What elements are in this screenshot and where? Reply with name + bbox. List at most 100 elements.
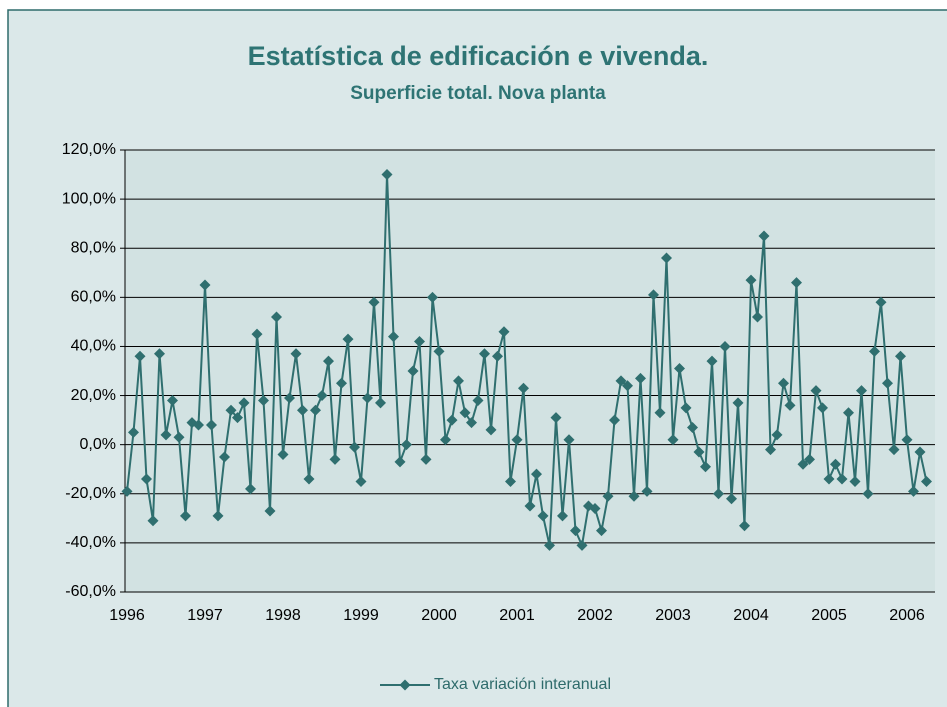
marker [414,336,425,348]
marker [901,434,913,446]
marker [784,399,796,411]
marker [245,483,256,495]
marker [596,525,607,537]
marker [797,458,809,470]
marker [141,473,152,485]
marker [810,385,822,397]
marker [778,377,789,389]
marker [323,355,334,367]
marker [895,350,906,362]
chart-subtitle: Superficie total. Nova planta [350,83,606,104]
marker [433,345,445,357]
marker [407,365,419,377]
marker [271,311,282,323]
marker [771,429,783,441]
marker [706,355,718,367]
x-tick-label: 2003 [655,607,691,624]
x-tick-label: 2000 [421,607,457,624]
marker [212,510,224,522]
marker [862,488,874,500]
marker [375,397,386,409]
marker [882,377,893,389]
marker [791,277,802,289]
marker [869,345,880,357]
marker [336,377,347,389]
marker [648,289,659,301]
marker [147,515,159,527]
marker [440,434,451,446]
marker [472,394,484,406]
marker [739,520,750,532]
marker [693,446,705,458]
x-tick-label: 1996 [109,607,145,624]
y-tick-label: 120,0% [62,141,116,158]
marker [875,296,887,308]
marker [479,348,490,360]
marker [134,350,146,362]
marker [752,311,763,323]
marker [713,488,724,500]
x-tick-label: 2006 [889,607,925,624]
marker [258,394,269,406]
marker [193,419,204,431]
marker [700,461,711,473]
marker [485,424,497,436]
marker [557,510,568,522]
marker [628,490,640,502]
y-tick-label: 80,0% [71,239,116,256]
y-tick-label: 100,0% [62,190,116,207]
marker [830,458,841,470]
marker [758,230,770,242]
marker [355,476,367,487]
marker [121,485,133,497]
chart-title: Estatística de edificación e vivenda. [248,41,709,71]
marker [342,333,354,345]
marker [570,525,581,537]
legend-label: Taxa variación interanual [434,676,611,693]
marker [173,431,185,443]
marker [589,503,601,515]
marker [453,375,464,387]
marker [394,456,406,468]
marker [368,296,380,308]
marker [349,441,360,453]
marker [622,380,633,392]
marker [251,328,263,340]
marker [128,426,139,438]
y-tick-label: 60,0% [71,289,116,306]
marker [550,412,562,424]
marker [225,404,237,416]
marker [615,375,627,387]
x-tick-label: 1998 [265,607,301,624]
marker [381,169,393,181]
marker [537,510,549,522]
marker [921,476,932,487]
marker [518,382,529,394]
y-tick-label: -60,0% [65,583,116,600]
marker [732,397,744,409]
marker [459,407,471,419]
series-line [126,174,928,549]
marker [180,510,191,522]
marker [563,434,575,446]
marker [849,476,861,487]
x-tick-label: 2001 [499,607,535,624]
marker [427,291,438,303]
marker [719,340,731,352]
marker [680,402,692,414]
marker [511,434,523,446]
marker [362,392,373,404]
marker [420,453,432,465]
marker [745,274,757,286]
y-tick-label: 20,0% [71,387,116,404]
marker [277,448,289,460]
marker [290,348,302,360]
marker [232,412,243,424]
marker [765,444,776,456]
marker [466,417,477,429]
marker [836,473,848,485]
marker [531,468,542,480]
marker [914,446,926,458]
marker [498,326,510,338]
